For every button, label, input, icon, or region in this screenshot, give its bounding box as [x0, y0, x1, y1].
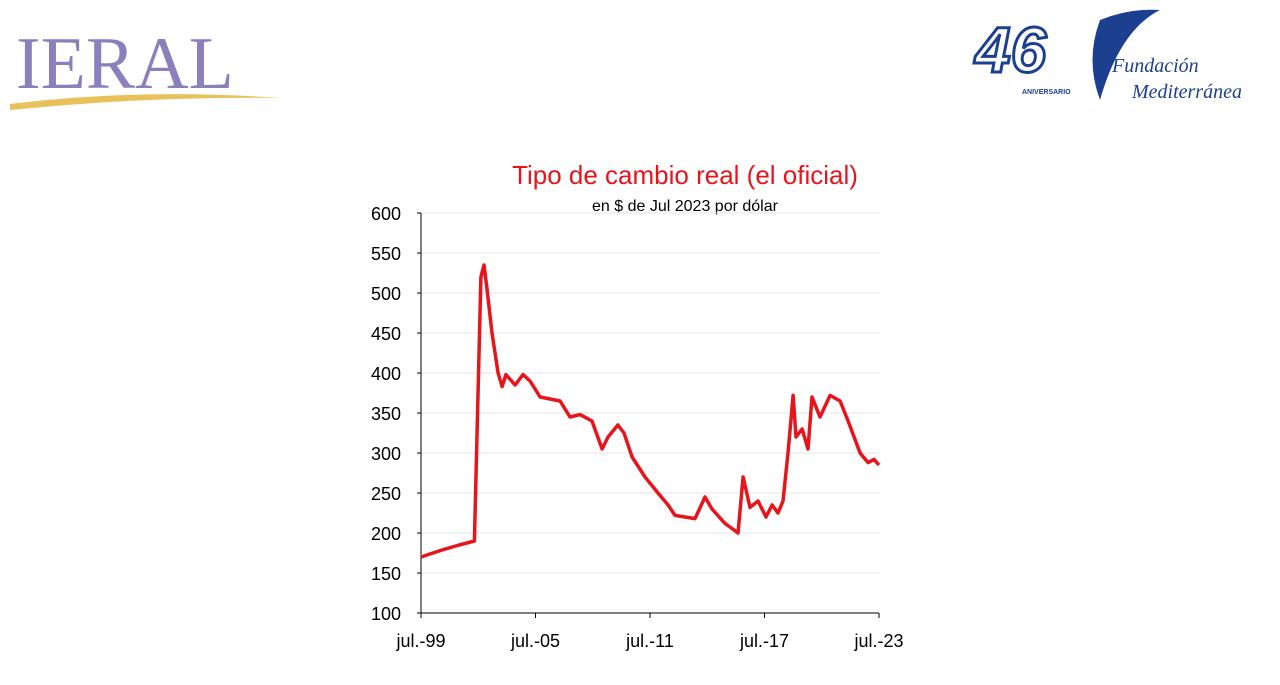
y-tick-label: 600: [371, 204, 401, 224]
y-tick-label: 450: [371, 324, 401, 344]
x-tick-label: jul.-05: [510, 631, 560, 651]
chart-subtitle: en $ de Jul 2023 por dólar: [592, 198, 779, 215]
x-tick-label: jul.-17: [739, 631, 789, 651]
y-tick-label: 300: [371, 444, 401, 464]
chart-title: Tipo de cambio real (el oficial): [512, 160, 858, 190]
data-line: [420, 263, 881, 559]
foundation-mark: [1092, 9, 1160, 100]
y-tick-label: 500: [371, 284, 401, 304]
foundation-line1: Fundación: [1111, 55, 1199, 77]
ieral-logo: IERAL: [16, 23, 234, 105]
anniversary-caption: ANIVERSARIO: [1022, 89, 1071, 96]
foundation-line2: Mediterránea: [1131, 81, 1242, 103]
x-tick-label: jul.-11: [625, 631, 674, 651]
x-tick-label: jul.-23: [853, 631, 903, 651]
y-tick-label: 350: [371, 404, 401, 424]
y-tick-label: 250: [371, 484, 401, 504]
y-tick-label: 200: [371, 524, 401, 544]
plot-area: 100 150 200 250 300 350 400 450 500 550 600 jul.-99…: [371, 204, 904, 651]
anniversary-number: 46: [973, 14, 1047, 86]
logo-swoosh: [10, 94, 280, 110]
y-tick-label: 150: [371, 564, 401, 584]
y-tick-label: 400: [371, 364, 401, 384]
y-tick-label: 550: [371, 244, 401, 264]
y-tick-label: 100: [371, 604, 401, 624]
x-tick-label: jul.-99: [395, 631, 445, 651]
